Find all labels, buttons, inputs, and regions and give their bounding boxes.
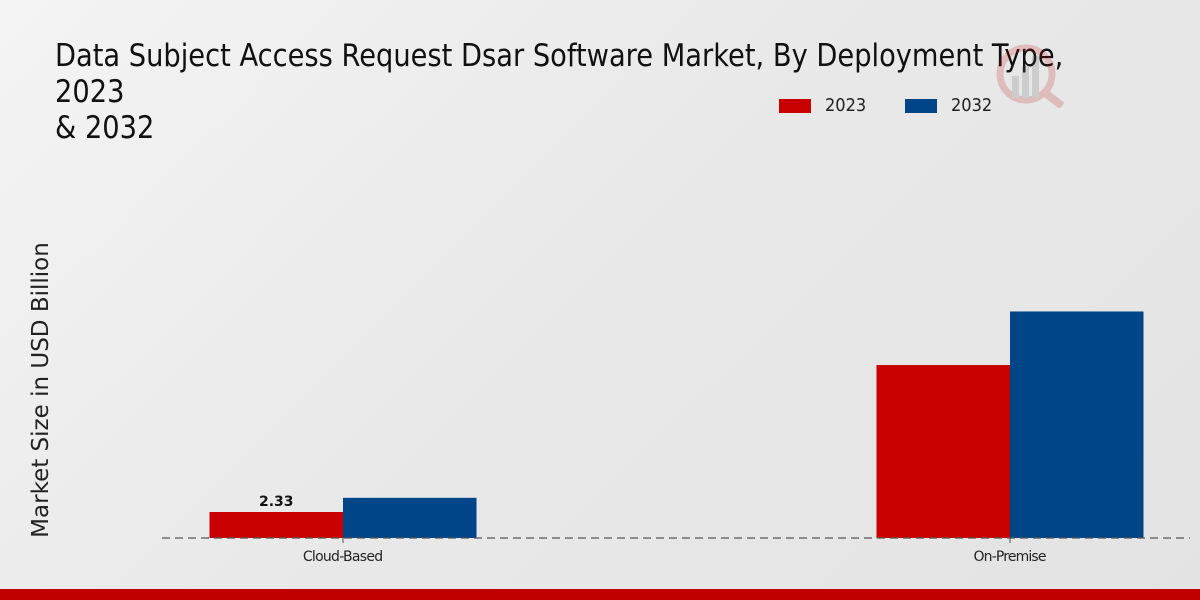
bars-group (209, 311, 1144, 538)
legend-item-2023: 2023 (779, 95, 871, 116)
watermark-logo-icon (992, 44, 1072, 112)
bar-cloud-based-2032 (343, 497, 477, 538)
labels-group: 2.33 Cloud-Based On-Premise (259, 494, 1047, 565)
x-ticks-group (342, 538, 1011, 543)
legend-item-2032: 2032 (904, 95, 997, 116)
legend-label-2023: 2023 (825, 95, 867, 116)
legend-swatch-2023 (779, 98, 811, 113)
bar-on-premise-2023 (876, 365, 1010, 538)
x-tick-label: On-Premise (974, 549, 1047, 565)
data-label: 2.33 (259, 494, 294, 510)
legend: 2023 2032 (779, 95, 1031, 116)
legend-label-2032: 2032 (950, 95, 993, 116)
footer-bar (0, 589, 1200, 600)
bar-cloud-based-2023 (209, 512, 343, 538)
chart-title: Data Subject Access Request Dsar Softwar… (55, 38, 1064, 146)
x-tick-label: Cloud-Based (303, 549, 383, 565)
bar-on-premise-2032 (1010, 311, 1144, 538)
legend-swatch-2032 (904, 98, 937, 113)
